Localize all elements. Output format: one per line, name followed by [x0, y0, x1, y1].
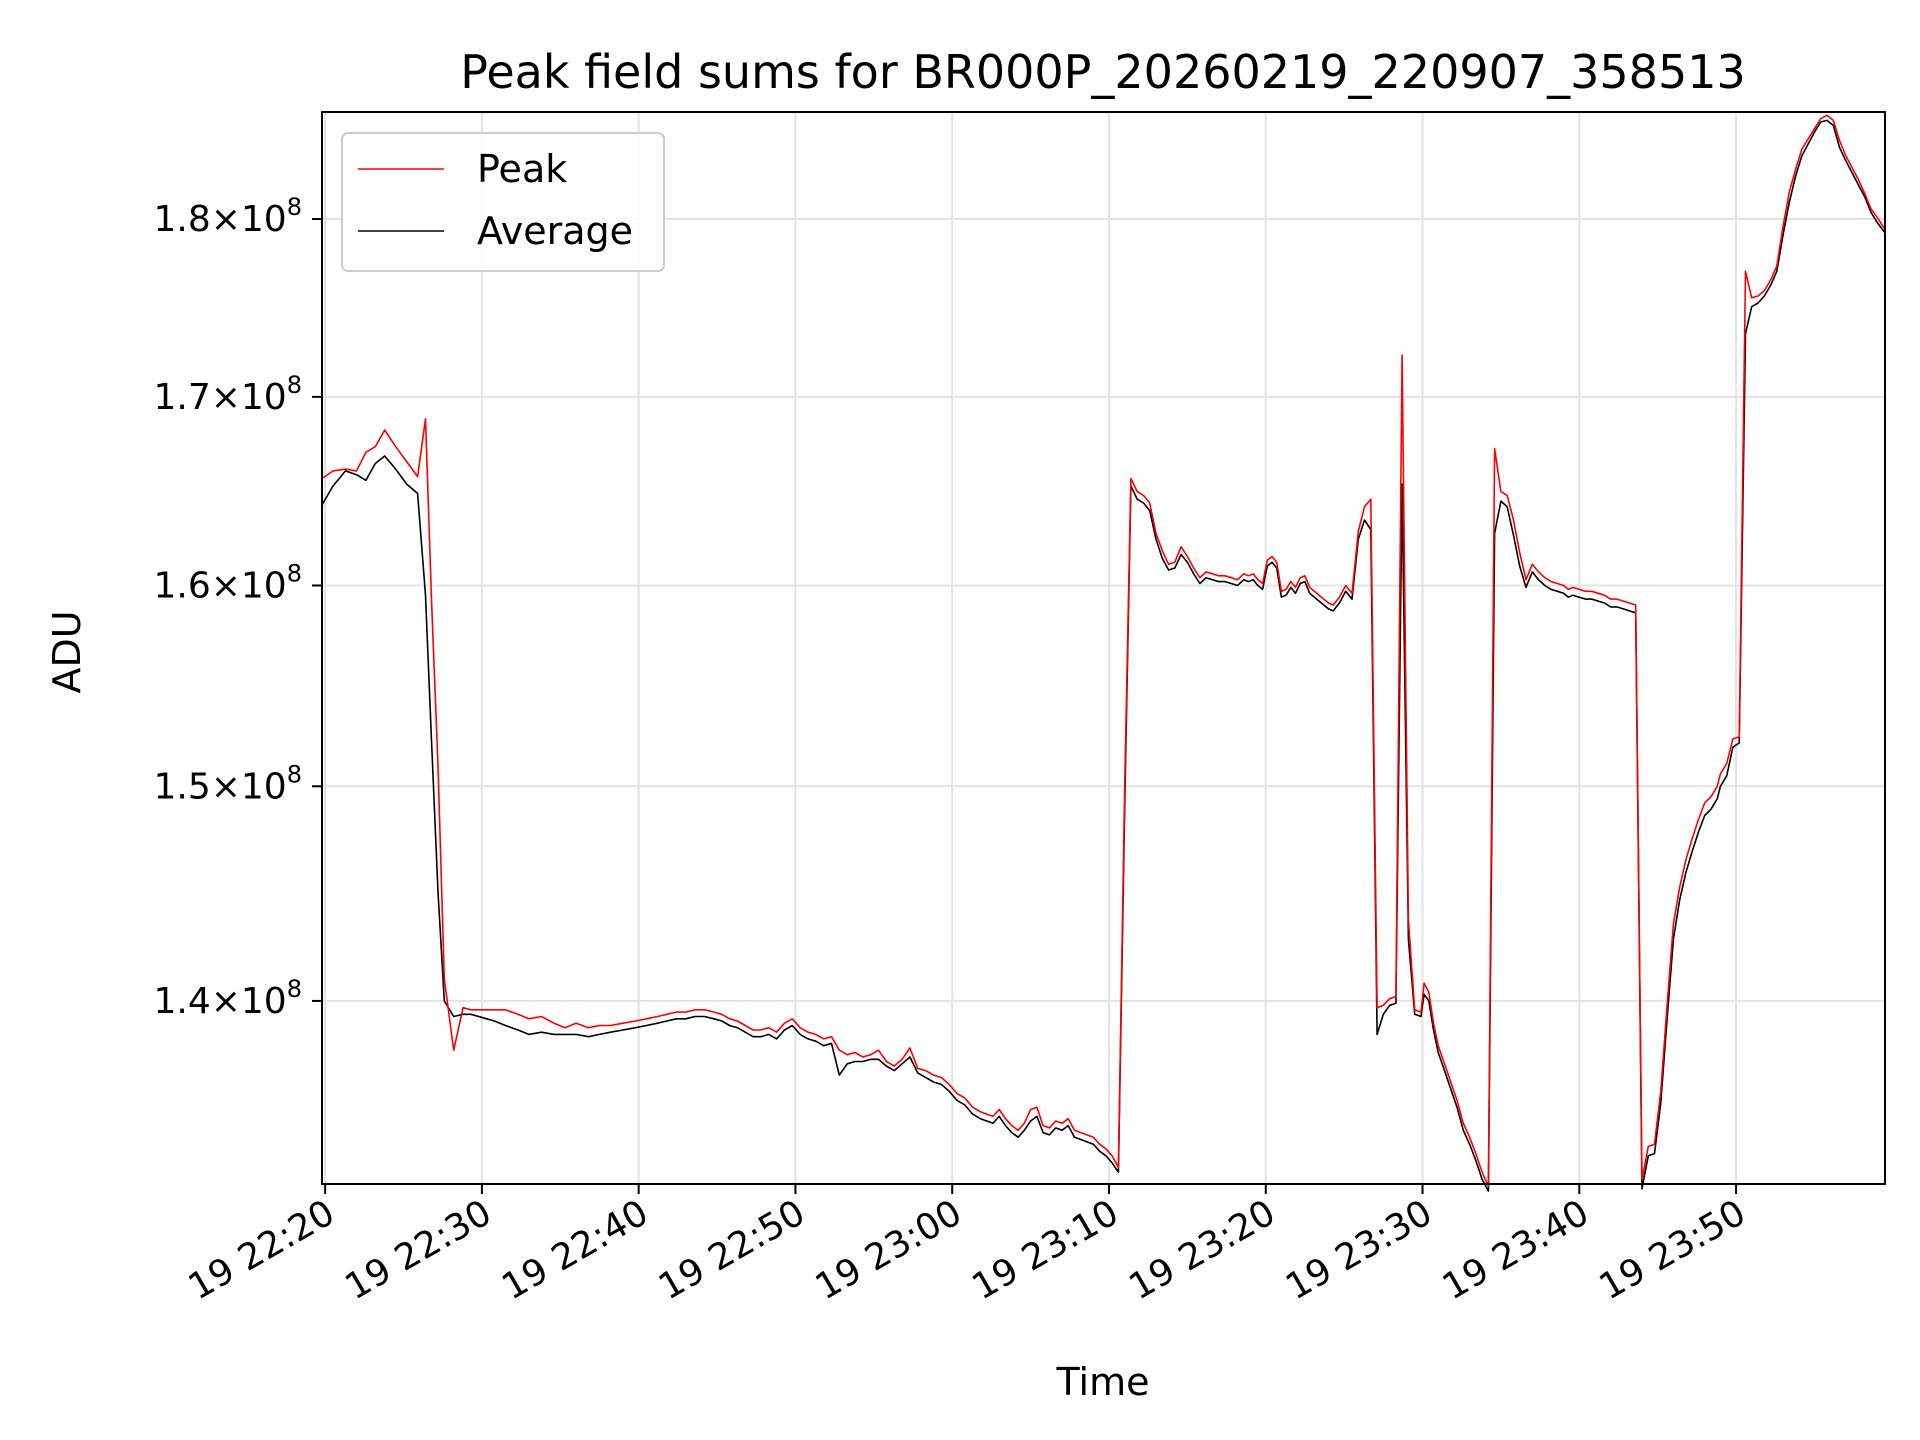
y-tick-exponent: 8 — [287, 760, 302, 788]
series-group — [321, 114, 1886, 1192]
y-tick-mantissa: 1.4 — [153, 981, 210, 1022]
chart-title: Peak field sums for BR000P_20260219_2209… — [460, 45, 1746, 99]
y-tick-label: 1.4×108 — [153, 975, 302, 1022]
y-tick-label: 1.8×108 — [153, 193, 302, 240]
x-axis-label: Time — [1056, 1360, 1150, 1404]
y-tick-label: 1.7×108 — [153, 371, 302, 418]
legend-label-peak: Peak — [477, 147, 567, 191]
legend-box — [341, 132, 665, 272]
y-tick-exponent: 8 — [287, 559, 302, 587]
legend: Peak Average — [341, 132, 665, 272]
y-tick-exponent: 8 — [287, 371, 302, 399]
y-tick-exponent: 8 — [287, 975, 302, 1003]
y-tick-mantissa: 1.8 — [153, 199, 210, 240]
y-tick-times: ×10 — [211, 377, 287, 418]
y-tick-label: 1.6×108 — [153, 559, 302, 606]
legend-label-average: Average — [477, 209, 633, 253]
y-tick-mantissa: 1.6 — [153, 565, 210, 606]
y-tick-times: ×10 — [211, 766, 287, 807]
y-axis-label: ADU — [45, 610, 89, 693]
y-tick-times: ×10 — [211, 981, 287, 1022]
series-line-peak — [321, 114, 1886, 1188]
series-line-average — [321, 119, 1886, 1192]
y-tick-mantissa: 1.5 — [153, 766, 210, 807]
grid — [322, 112, 1885, 1184]
y-tick-label: 1.5×108 — [153, 760, 302, 807]
plot-frame — [321, 111, 1886, 1185]
y-tick-times: ×10 — [211, 565, 287, 606]
y-tick-times: ×10 — [211, 199, 287, 240]
y-tick-exponent: 8 — [287, 193, 302, 221]
y-tick-mantissa: 1.7 — [153, 377, 210, 418]
